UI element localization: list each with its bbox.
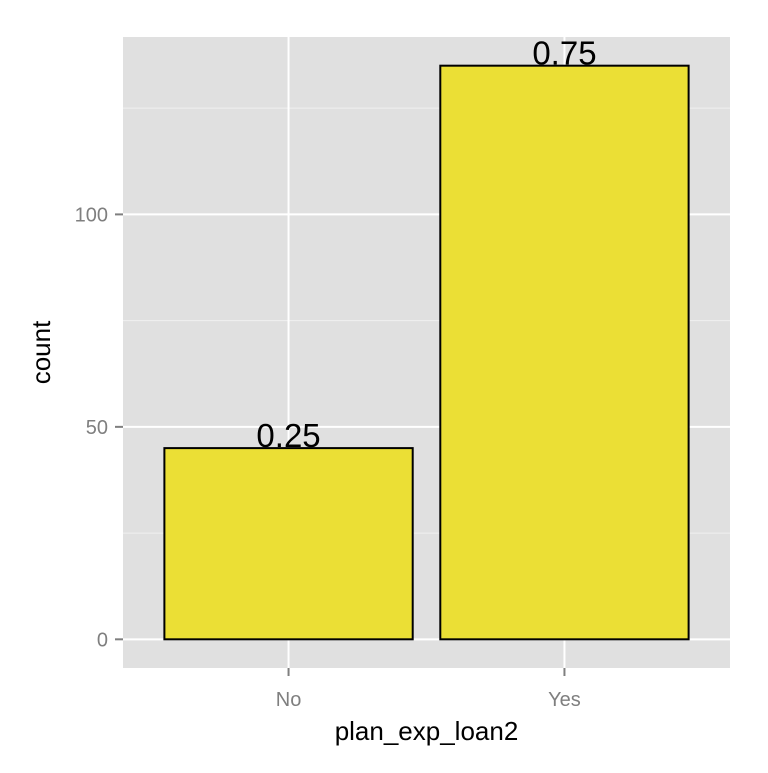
y-tick-label: 100 xyxy=(75,204,108,226)
data-labels: 0.25 0.75 xyxy=(256,35,596,454)
x-tick-label: No xyxy=(276,689,302,711)
bar-yes xyxy=(439,64,690,641)
x-tick-label: Yes xyxy=(548,689,581,711)
x-axis: No Yes xyxy=(276,668,581,711)
bar-data-label: 0.25 xyxy=(256,417,320,454)
y-tick-label: 50 xyxy=(86,417,108,439)
x-axis-title: plan_exp_loan2 xyxy=(335,716,519,746)
y-axis-title: count xyxy=(26,320,56,384)
bar-data-label: 0.75 xyxy=(532,35,596,72)
y-axis: 0 50 100 xyxy=(75,204,123,651)
bar-no xyxy=(163,447,414,641)
y-tick-label: 0 xyxy=(97,629,108,651)
bar-series xyxy=(163,64,690,641)
